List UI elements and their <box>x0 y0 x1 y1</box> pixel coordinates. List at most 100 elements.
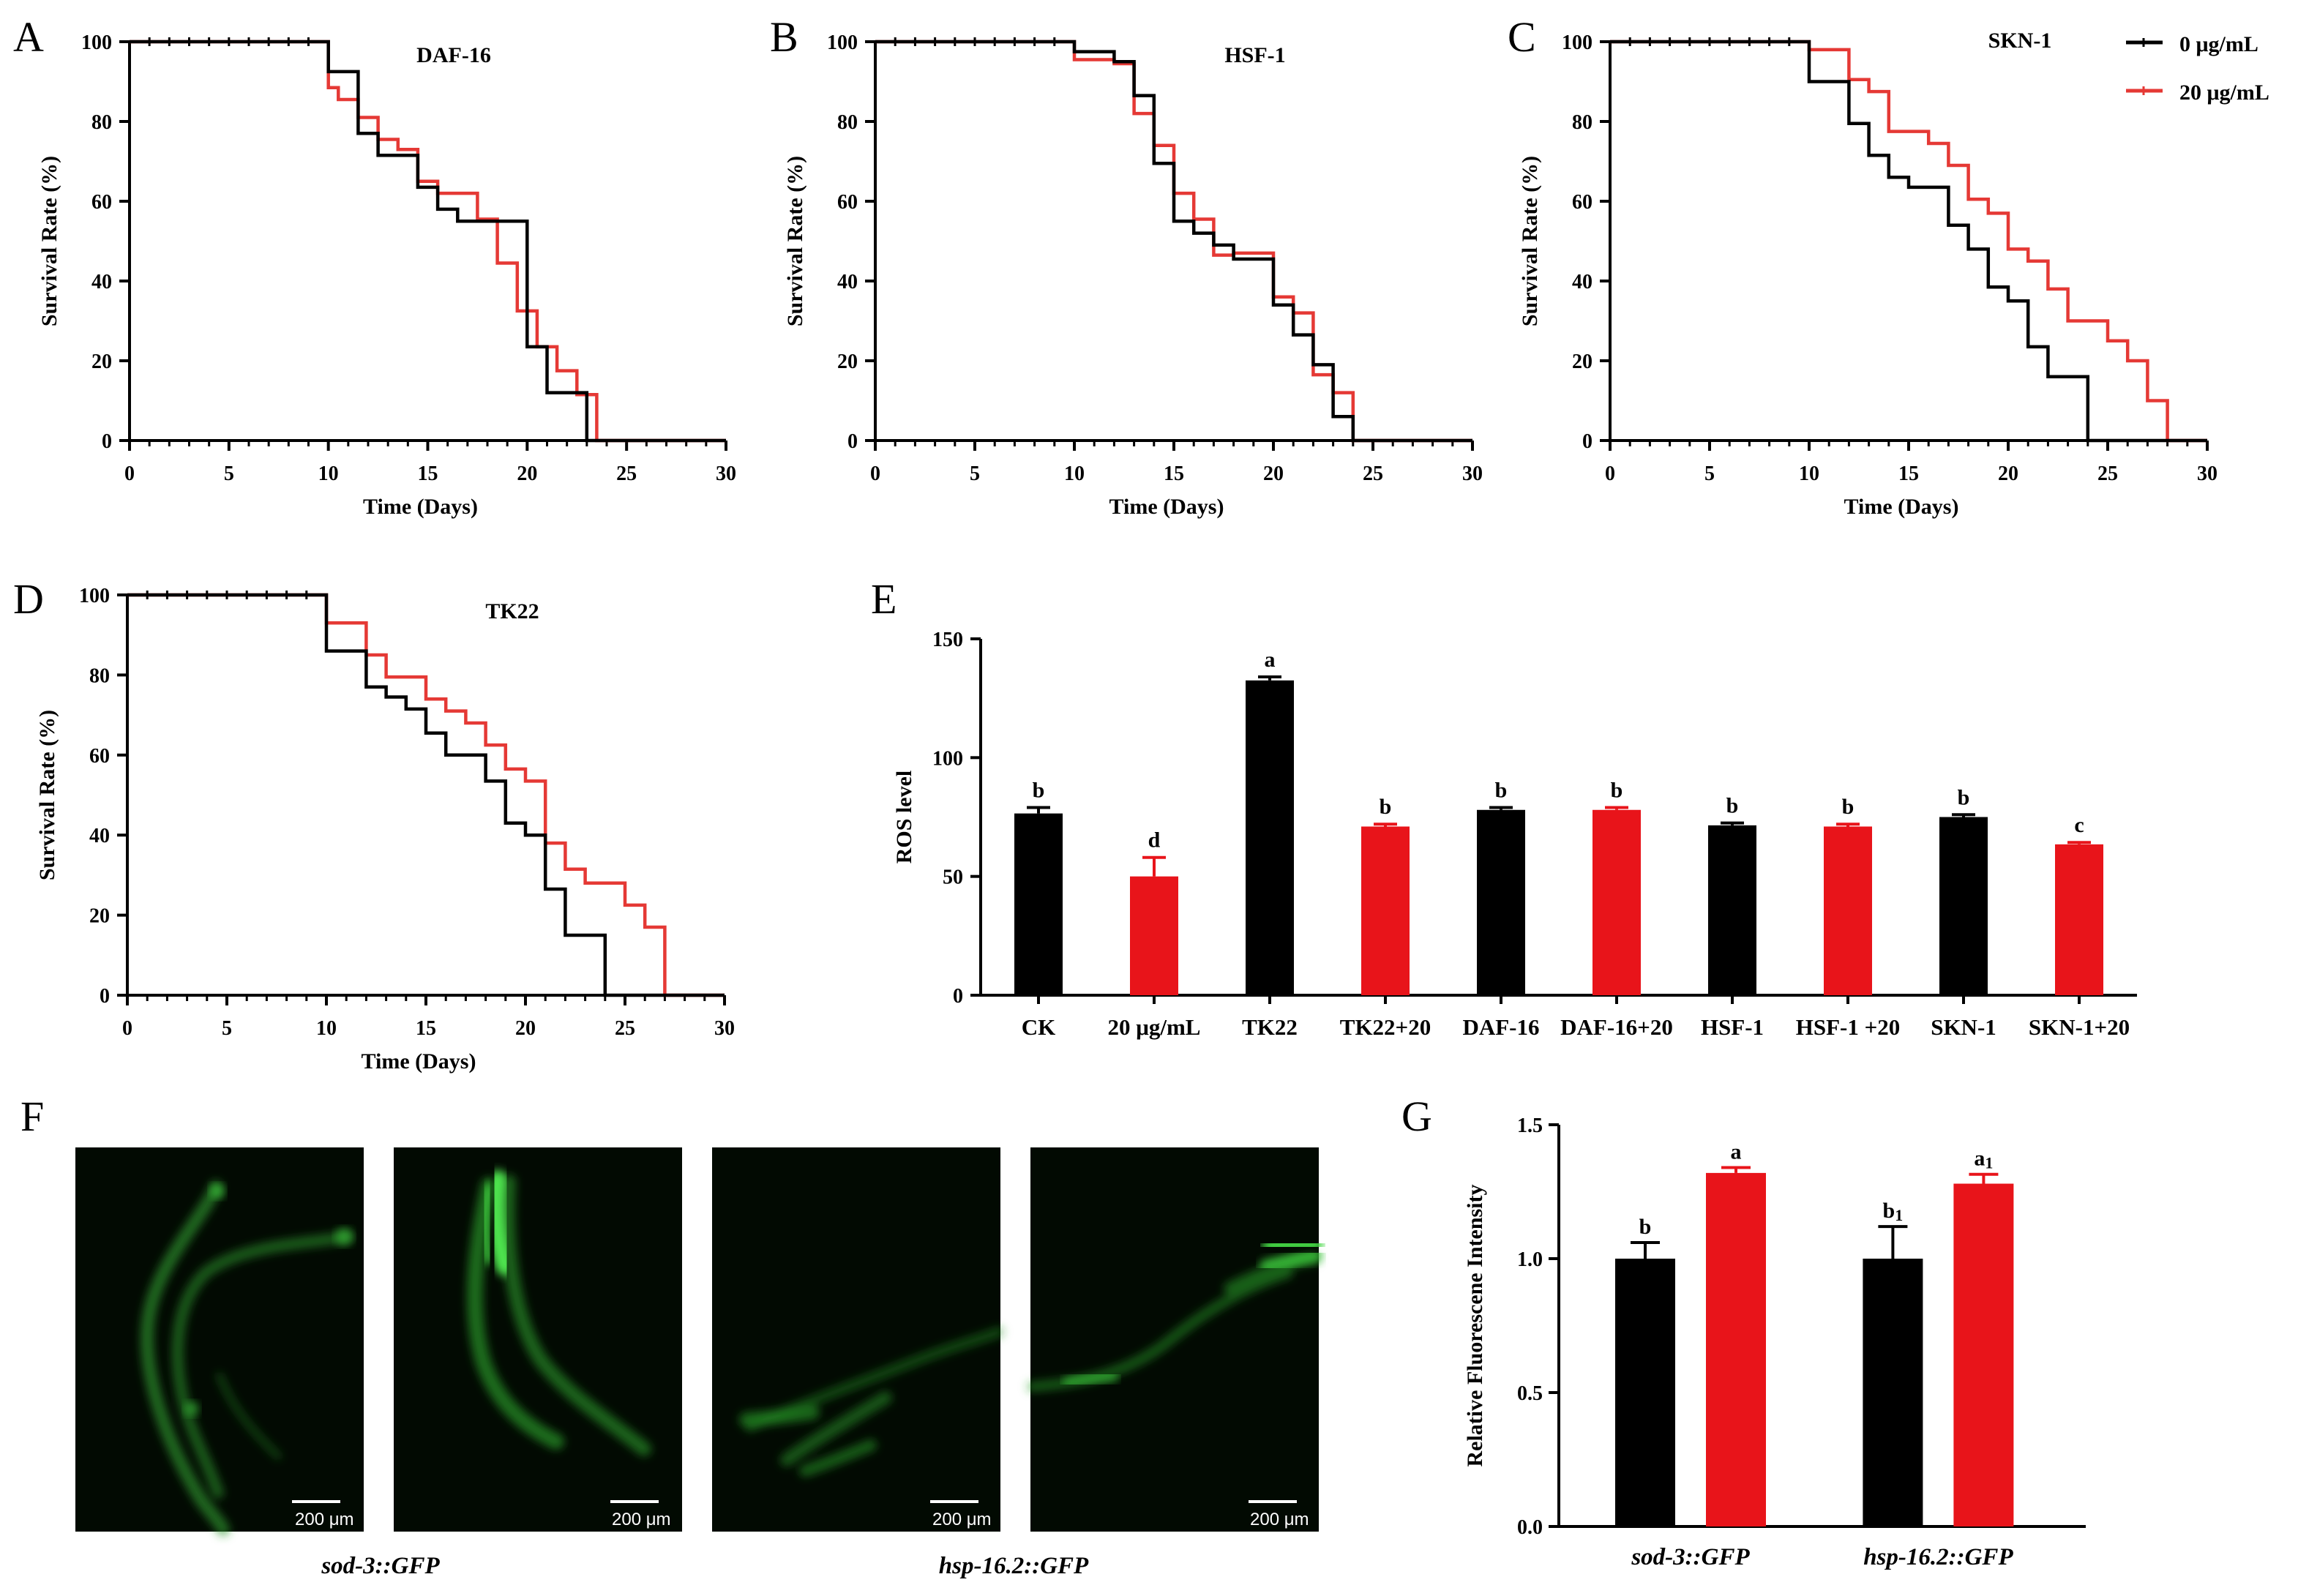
x-axis-title-d: Time (Days) <box>362 1049 476 1074</box>
significance-letter: b <box>1033 779 1045 803</box>
category-label: HSF-1 +20 <box>1796 1014 1901 1040</box>
significance-letter: b <box>1639 1215 1652 1239</box>
chart-legend: 0 μg/mL 20 μg/mL <box>2126 32 2269 105</box>
scale-bar-label-2: 200 μm <box>612 1510 671 1529</box>
fluorescence-bar <box>1615 1259 1675 1526</box>
significance-letter: b1 <box>1883 1199 1904 1224</box>
fluorescence-image-2: 200 μm <box>394 1147 682 1532</box>
x-tick-label: 5 <box>970 462 980 485</box>
x-axis-title-c: Time (Days) <box>1844 495 1959 519</box>
category-label: SKN-1+20 <box>2029 1014 2130 1040</box>
x-tick-label: 20 <box>517 462 537 485</box>
ros-bar <box>1130 876 1178 995</box>
category-label: DAF-16 <box>1462 1014 1539 1040</box>
x-tick-label: 20 <box>515 1017 536 1040</box>
caption-hsp16: hsp-16.2::GFP <box>939 1553 1089 1579</box>
fluorescence-bar <box>1953 1183 2014 1526</box>
y-axis-title-e: ROS level <box>892 771 916 864</box>
y-tick-label: 40 <box>1572 271 1592 293</box>
y-axis-title-a: Survival Rate (%) <box>37 156 61 326</box>
y-tick-label: 100 <box>81 31 112 54</box>
ros-bar-chart: 0 50 100 150 ROS level b CK d 20 μg/mL a TK22 b TK22… <box>892 629 2137 1040</box>
significance-letter: b <box>1726 794 1739 818</box>
x-tick-label: 30 <box>714 1017 735 1040</box>
y-tick-label: 20 <box>1572 351 1592 373</box>
y-tick-label: 0 <box>1582 430 1592 453</box>
category-label: hsp-16.2::GFP <box>1863 1544 2013 1570</box>
survival-chart-skn1: 0 20 40 60 80 100 0 5 10 15 20 25 30 Time (Days) Survi… <box>1518 29 2217 519</box>
y-tick-label: 80 <box>89 664 110 687</box>
x-tick-label: 20 <box>1263 462 1284 485</box>
y-tick-label: 80 <box>1572 111 1592 134</box>
y-tick-label: 1.0 <box>1517 1248 1543 1271</box>
x-tick-label: 5 <box>224 462 234 485</box>
x-tick-label: 10 <box>318 462 339 485</box>
y-tick-label: 40 <box>91 271 112 293</box>
fluorescence-bar <box>1863 1259 1923 1526</box>
ros-bar <box>1014 813 1063 995</box>
y-tick-label: 100 <box>932 747 963 770</box>
panel-letter-f: F <box>20 1093 44 1140</box>
x-tick-label: 25 <box>615 1017 635 1040</box>
x-tick-label: 30 <box>2197 462 2217 485</box>
y-axis-title-g: Relative Fluorescene Intensity <box>1463 1184 1487 1466</box>
survival-line-b-treated <box>875 40 1472 443</box>
x-tick-label: 0 <box>870 462 880 485</box>
y-tick-label: 20 <box>91 351 112 373</box>
x-tick-label: 0 <box>124 462 135 485</box>
y-tick-label: 100 <box>79 585 110 607</box>
significance-letter: c <box>2074 813 2084 837</box>
ros-bar <box>1477 809 1525 995</box>
x-tick-label: 10 <box>1064 462 1085 485</box>
x-tick-label: 15 <box>1898 462 1919 485</box>
scale-bar-label-3: 200 μm <box>932 1510 992 1529</box>
panel-letter-g: G <box>1401 1093 1432 1140</box>
survival-line-a-control <box>130 40 726 443</box>
y-tick-label: 100 <box>1562 31 1592 54</box>
x-tick-label: 0 <box>1605 462 1615 485</box>
chart-title-a: DAF-16 <box>416 43 491 67</box>
y-tick-label: 60 <box>837 191 858 214</box>
x-tick-label: 25 <box>1363 462 1383 485</box>
y-tick-label: 20 <box>89 905 110 928</box>
x-tick-label: 15 <box>1164 462 1184 485</box>
chart-title-c: SKN-1 <box>1988 29 2052 53</box>
survival-line-b-control <box>875 40 1472 443</box>
significance-letter: a <box>1265 648 1276 672</box>
y-axis-title-d: Survival Rate (%) <box>35 710 59 880</box>
significance-letter: d <box>1148 828 1161 853</box>
x-tick-label: 10 <box>1799 462 1819 485</box>
y-tick-label: 80 <box>91 111 112 134</box>
legend-label-control: 0 μg/mL <box>2179 32 2258 56</box>
y-tick-label: 100 <box>827 31 858 54</box>
fluorescence-bar-chart: 0.0 0.5 1.0 1.5 Relative Fluorescene Intensi… <box>1463 1114 2086 1570</box>
chart-title-d: TK22 <box>485 599 539 623</box>
x-tick-label: 15 <box>418 462 438 485</box>
category-label: DAF-16+20 <box>1560 1014 1673 1040</box>
x-tick-label: 15 <box>416 1017 436 1040</box>
x-tick-label: 30 <box>1462 462 1483 485</box>
x-tick-label: 0 <box>122 1017 132 1040</box>
significance-letter: b <box>1958 785 1970 809</box>
y-axis-title-c: Survival Rate (%) <box>1518 156 1542 326</box>
y-tick-label: 0.5 <box>1517 1382 1543 1405</box>
y-tick-label: 80 <box>837 111 858 134</box>
fluorescence-image-1: 200 μm <box>75 1147 364 1536</box>
caption-sod3: sod-3::GFP <box>321 1553 440 1579</box>
ros-bar <box>1592 809 1641 995</box>
survival-line-a-treated <box>130 40 726 443</box>
x-tick-label: 5 <box>222 1017 232 1040</box>
x-tick-label: 25 <box>616 462 637 485</box>
x-tick-label: 5 <box>1704 462 1715 485</box>
scale-bar-label-1: 200 μm <box>295 1510 354 1529</box>
category-label: HSF-1 <box>1701 1014 1764 1040</box>
ros-bar <box>2055 844 2103 995</box>
category-label: sod-3::GFP <box>1631 1544 1750 1570</box>
x-tick-label: 10 <box>316 1017 337 1040</box>
survival-chart-hsf1: 0 20 40 60 80 100 0 5 10 15 20 25 30 Time (Days) Survi… <box>783 31 1483 519</box>
panel-letter-e: E <box>871 575 897 623</box>
y-tick-label: 20 <box>837 351 858 373</box>
significance-letter: b <box>1842 795 1855 819</box>
category-label: TK22+20 <box>1340 1014 1431 1040</box>
